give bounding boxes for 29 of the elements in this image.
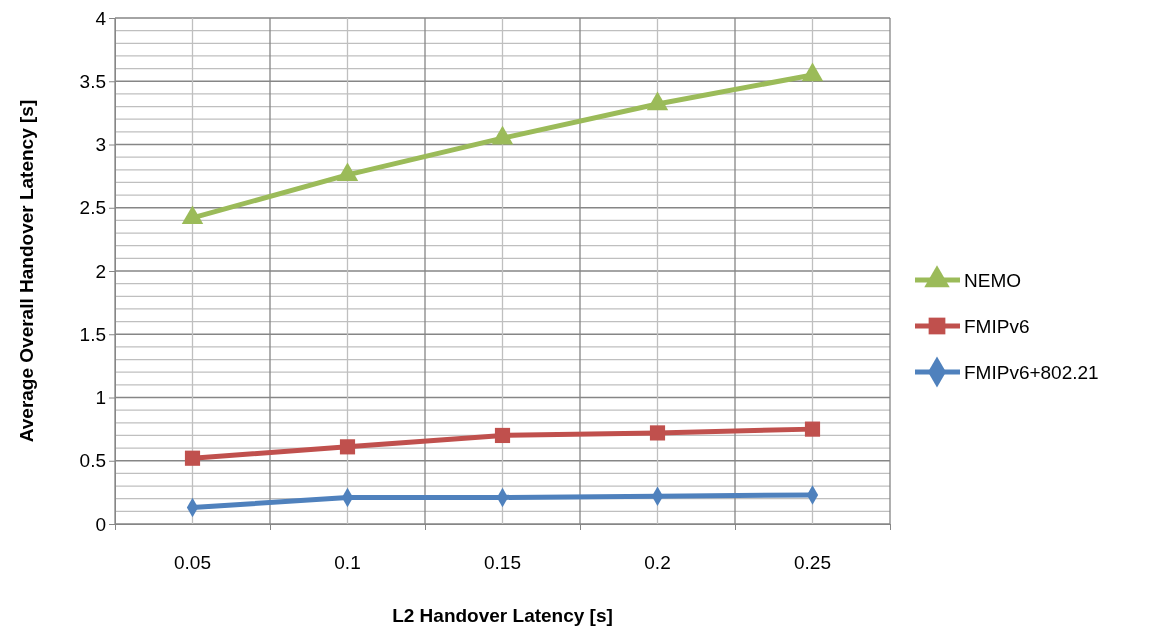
- x-tick-label: 0.05: [174, 552, 211, 573]
- legend-label: NEMO: [964, 270, 1021, 291]
- y-tick-label: 2: [95, 260, 106, 282]
- x-tick-label: 0.2: [644, 552, 671, 573]
- y-tick-label: 3.5: [79, 70, 106, 92]
- point: [649, 425, 666, 441]
- point: [336, 162, 359, 182]
- y-tick-label: 1.5: [79, 323, 106, 345]
- y-axis-title: Average Overall Handover Latency [s]: [16, 99, 37, 443]
- point: [339, 439, 356, 455]
- point: [804, 421, 821, 437]
- y-tick-label: 2.5: [79, 197, 106, 219]
- y-tick-label: 0: [95, 513, 106, 535]
- point: [646, 91, 669, 111]
- y-tick-label: 3: [95, 134, 106, 156]
- point: [801, 62, 824, 82]
- point: [491, 125, 514, 145]
- point: [181, 205, 204, 225]
- y-tick-label: 1: [95, 387, 106, 409]
- legend-label: FMIPv6: [964, 316, 1030, 337]
- y-tick-label: 0.5: [79, 450, 106, 472]
- legend-label: FMIPv6+802.21: [964, 362, 1099, 383]
- x-tick-label: 0.15: [484, 552, 521, 573]
- y-tick-label: 4: [95, 7, 107, 29]
- point: [184, 450, 201, 466]
- x-tick-label: 0.25: [794, 552, 831, 573]
- x-axis-title: L2 Handover Latency [s]: [392, 605, 613, 626]
- x-tick-label: 0.1: [334, 552, 361, 573]
- point: [494, 427, 511, 444]
